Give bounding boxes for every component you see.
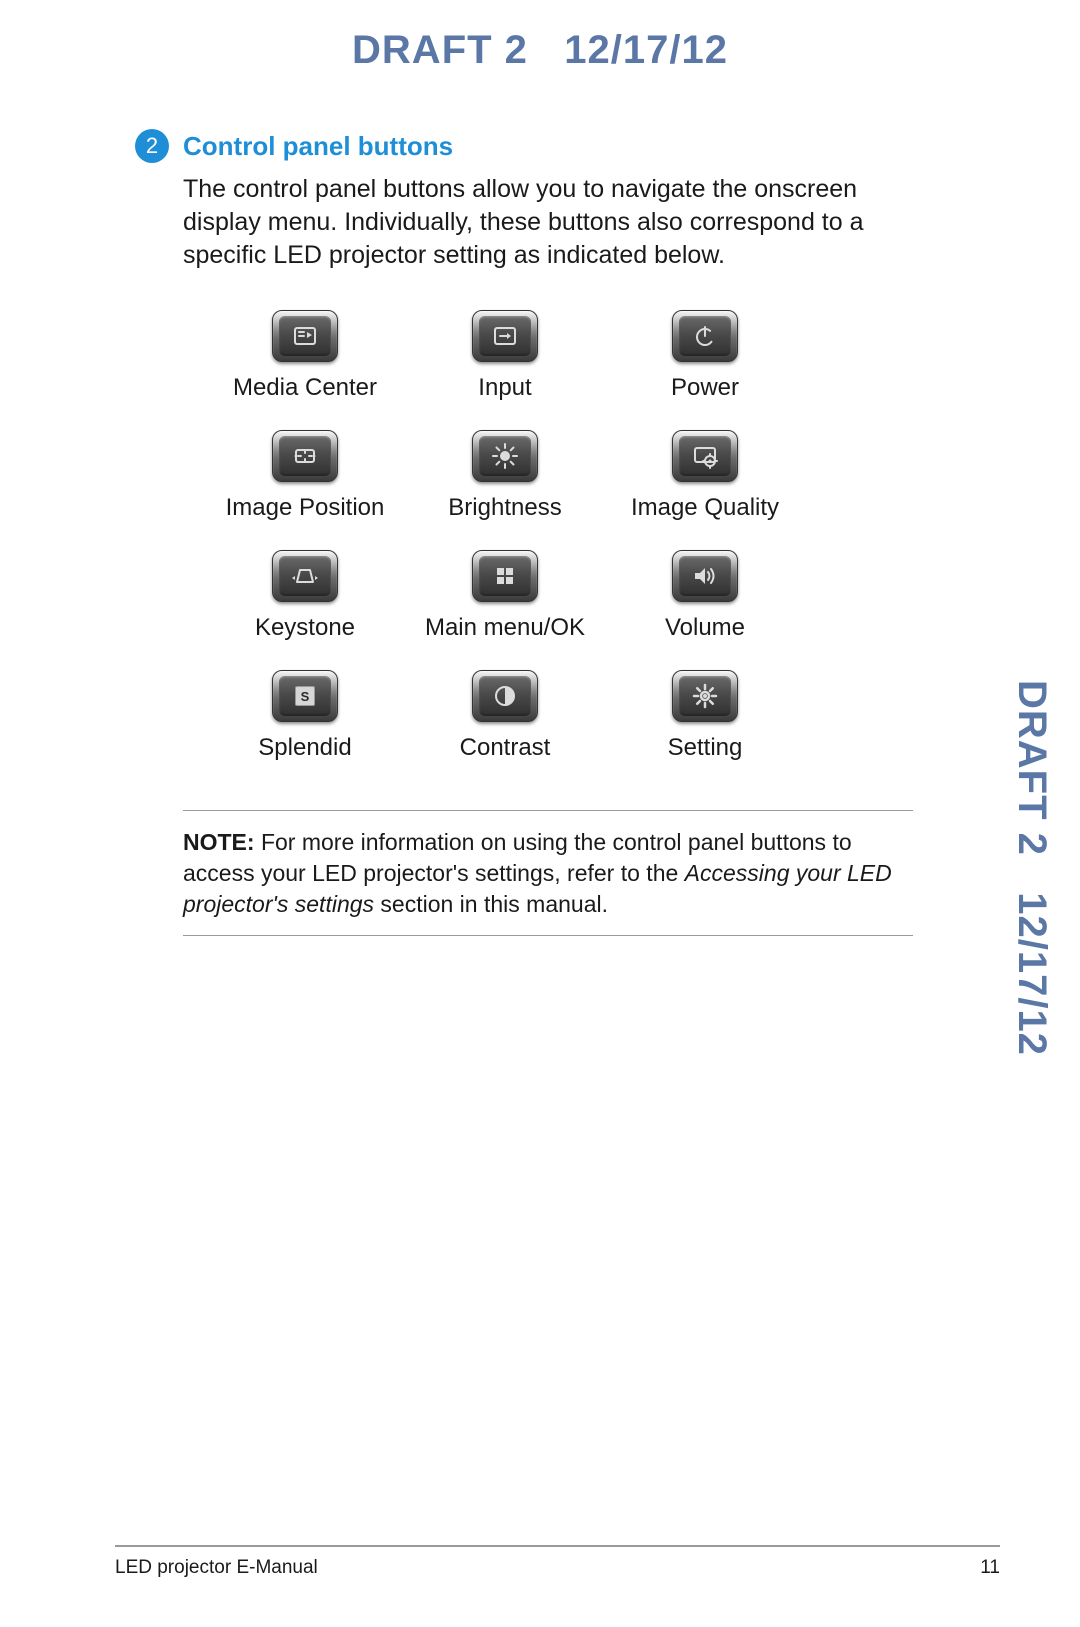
note-text-2: section in this manual. xyxy=(374,891,608,917)
control-button-input: Input xyxy=(405,310,605,402)
contrast-icon xyxy=(472,670,538,722)
control-button-image-position: Image Position xyxy=(205,430,405,522)
control-button-image-quality: Image Quality xyxy=(605,430,805,522)
section-number-badge: 2 xyxy=(135,129,169,163)
keystone-icon xyxy=(272,550,338,602)
control-button-main-menu: Main menu/OK xyxy=(405,550,605,642)
button-label: Contrast xyxy=(460,734,551,762)
draft-watermark-top: DRAFT 2 12/17/12 xyxy=(115,28,965,73)
control-button-grid: Media Center Input Power I xyxy=(135,310,965,762)
button-label: Image Position xyxy=(226,494,385,522)
button-label: Setting xyxy=(668,734,743,762)
image-quality-icon xyxy=(672,430,738,482)
button-label: Image Quality xyxy=(631,494,779,522)
media-center-icon xyxy=(272,310,338,362)
button-label: Splendid xyxy=(258,734,351,762)
button-label: Power xyxy=(671,374,739,402)
power-icon xyxy=(672,310,738,362)
control-button-splendid: S Splendid xyxy=(205,670,405,762)
section-title: Control panel buttons xyxy=(183,131,453,162)
note-box: NOTE: For more information on using the … xyxy=(183,810,913,936)
section-header: 2 Control panel buttons xyxy=(135,129,965,163)
input-icon xyxy=(472,310,538,362)
control-button-brightness: Brightness xyxy=(405,430,605,522)
splendid-icon: S xyxy=(272,670,338,722)
button-label: Input xyxy=(478,374,531,402)
draft-watermark-side: DRAFT 2 12/17/12 xyxy=(1009,680,1054,1056)
button-label: Keystone xyxy=(255,614,355,642)
main-menu-icon xyxy=(472,550,538,602)
control-button-media-center: Media Center xyxy=(205,310,405,402)
section-description: The control panel buttons allow you to n… xyxy=(135,173,895,272)
note-label: NOTE: xyxy=(183,829,255,855)
button-label: Volume xyxy=(665,614,745,642)
button-label: Main menu/OK xyxy=(425,614,585,642)
control-button-volume: Volume xyxy=(605,550,805,642)
page-footer: LED projector E-Manual 11 xyxy=(115,1545,1000,1579)
footer-doc-title: LED projector E-Manual xyxy=(115,1557,318,1579)
button-label: Brightness xyxy=(448,494,561,522)
setting-icon xyxy=(672,670,738,722)
control-button-power: Power xyxy=(605,310,805,402)
image-position-icon xyxy=(272,430,338,482)
control-button-setting: Setting xyxy=(605,670,805,762)
volume-icon xyxy=(672,550,738,602)
button-label: Media Center xyxy=(233,374,377,402)
control-button-keystone: Keystone xyxy=(205,550,405,642)
footer-page-number: 11 xyxy=(980,1557,1000,1579)
control-button-contrast: Contrast xyxy=(405,670,605,762)
brightness-icon xyxy=(472,430,538,482)
